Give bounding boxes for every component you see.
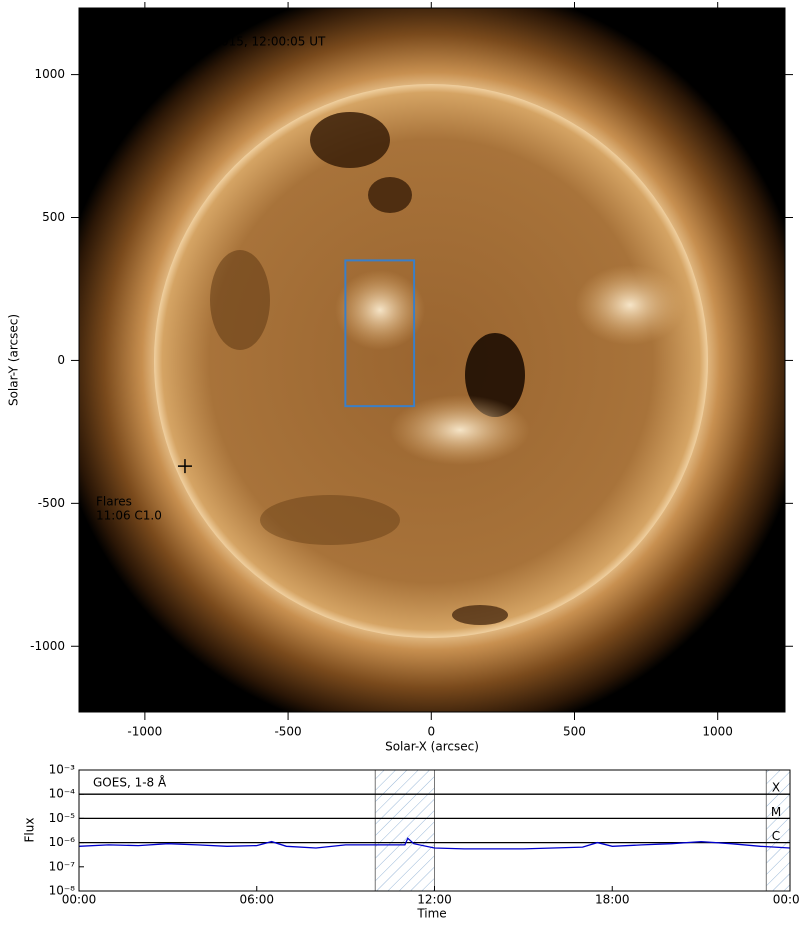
x-tick-label: 00:00 <box>773 893 799 907</box>
x-axis-label: Solar-X (arcsec) <box>385 740 479 754</box>
y-tick-label: -1000 <box>30 639 65 653</box>
flux-line <box>78 837 791 850</box>
y-tick-label: 10⁻⁵ <box>49 811 76 825</box>
x-tick-label: 06:00 <box>239 893 274 907</box>
y-tick-label: 10⁻⁸ <box>49 884 76 898</box>
x-axis-label: Time <box>416 907 446 921</box>
y-tick-label: 10⁻⁷ <box>49 859 76 873</box>
roi-box <box>344 259 416 408</box>
y-tick-label: 500 <box>42 210 65 224</box>
x-tick-label: 1000 <box>702 725 733 739</box>
y-tick-label: 0 <box>57 353 65 367</box>
shaded-interval <box>374 769 435 892</box>
x-tick-label: 0 <box>427 725 435 739</box>
level-label: C <box>772 829 780 843</box>
x-tick-label: -500 <box>274 725 301 739</box>
x-tick-label: 00:00 <box>62 893 97 907</box>
y-tick-label: 10⁻⁶ <box>49 835 76 849</box>
x-tick-label: -1000 <box>127 725 162 739</box>
y-tick-label: 10⁻³ <box>49 763 76 777</box>
annotation: 11:06 C1.0 <box>96 509 162 523</box>
sun-image <box>79 8 785 712</box>
y-tick-label: 10⁻⁴ <box>49 787 76 801</box>
annotation: Flares <box>96 495 132 509</box>
x-tick-label: 12:00 <box>417 893 452 907</box>
y-axis-label: Flux <box>23 818 37 843</box>
level-label: M <box>771 805 781 819</box>
y-tick-label: 1000 <box>34 67 65 81</box>
x-tick-label: 18:00 <box>595 893 630 907</box>
y-tick-label: -500 <box>38 496 65 510</box>
flare-marker <box>177 459 192 474</box>
y-axis-label: Solar-Y (arcsec) <box>7 314 21 406</box>
x-tick-label: 500 <box>563 725 586 739</box>
legend-label: GOES, 1-8 Å <box>93 775 167 790</box>
image-title: AIA 0193, 8-Jul-2015, 12:00:05 UT <box>120 35 326 49</box>
level-label: X <box>772 781 780 795</box>
